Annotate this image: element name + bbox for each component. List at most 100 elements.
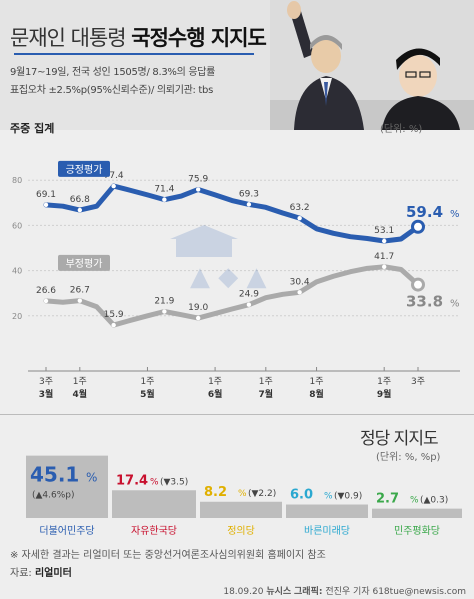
x-tick-month: 3월 [39, 388, 54, 400]
y-tick-label: 60 [12, 221, 22, 230]
party-value: 45.1 [30, 463, 79, 487]
data-label: 53.1 [374, 226, 394, 236]
negative-series-line [43, 264, 421, 328]
data-label: 66.8 [70, 195, 90, 205]
svg-text:▲ ◆ ▲: ▲ ◆ ▲ [190, 262, 267, 292]
percent-sign: % [410, 496, 419, 506]
line-chart-unit: (단위: %) [380, 124, 423, 135]
party-change: (▼2.2) [248, 489, 276, 499]
title-bold: 국정수행 지지도 [131, 26, 267, 50]
negative-legend-tag [58, 254, 110, 271]
data-point [111, 183, 116, 189]
survey-info: 9월17~19일, 전국 성인 1505명/ 8.3%의 응답률 표집오차 ±2… [10, 64, 215, 100]
party-name: 바른미래당 [304, 525, 350, 537]
source-label: 자료: [10, 568, 32, 579]
data-point [77, 207, 83, 213]
data-label: 30.4 [290, 277, 310, 287]
data-point [381, 238, 387, 244]
x-tick-week: 3주 [39, 376, 53, 387]
y-tick-label: 40 [12, 267, 22, 276]
party-change: (▼0.9) [334, 492, 362, 502]
party-bar [372, 508, 462, 518]
data-point [297, 290, 302, 295]
leaders-photo [270, 0, 474, 130]
x-tick-week: 1주 [259, 376, 273, 387]
data-label: 75.9 [188, 174, 208, 184]
credit: 18.09.20 뉴시스 그래픽: 전진우 기자 618tue@newsis.c… [223, 584, 466, 597]
legend-label: 부정평가 [66, 258, 103, 270]
title-underline [14, 53, 254, 55]
party-value: 17.4 [116, 473, 148, 488]
data-label: 63.2 [290, 203, 310, 213]
data-label: 41.7 [374, 252, 394, 262]
footnote: ※ 자세한 결과는 리얼미터 또는 중앙선거여론조사심의위원회 홈페이지 참조 [10, 550, 326, 561]
percent-sign: % [450, 299, 460, 310]
party-change: (▼3.5) [160, 477, 188, 487]
x-tick-month: 8월 [309, 388, 324, 400]
data-point [43, 298, 49, 304]
data-point [195, 315, 201, 321]
party-name: 자유한국당 [131, 525, 177, 537]
y-tick-label: 80 [12, 176, 22, 185]
percent-sign: % [238, 489, 247, 499]
percent-sign: % [324, 492, 333, 502]
data-point [111, 322, 116, 328]
data-label: 19.0 [188, 303, 208, 313]
credit-date: 18.09.20 [223, 587, 264, 597]
x-tick-week: 1주 [73, 376, 87, 387]
positive-series-line [43, 183, 421, 244]
positive-legend-tag [58, 160, 110, 177]
party-name: 정의당 [227, 525, 255, 537]
data-label: 24.9 [239, 290, 259, 300]
data-label: 21.9 [154, 297, 174, 307]
source-value: 리얼미터 [34, 568, 72, 579]
percent-sign: % [450, 209, 460, 220]
page-title: 문재인 대통령 국정수행 지지도 [10, 22, 267, 52]
party-bar [286, 504, 368, 518]
data-point [246, 302, 252, 307]
source: 자료: 리얼미터 [10, 564, 72, 579]
party-chart-title: 정당 지지도 [360, 429, 439, 449]
x-tick-month: 5월 [140, 388, 155, 400]
party-chart-unit: (단위: %, %p) [376, 452, 441, 463]
x-tick-week: 1주 [208, 376, 222, 387]
data-label: 77.4 [104, 171, 124, 181]
credit-graphic: 그래픽: [294, 587, 323, 597]
party-bar [200, 501, 282, 518]
x-tick-month: 9월 [377, 388, 392, 400]
x-tick-month: 4월 [73, 388, 88, 400]
x-tick-week: 1주 [310, 376, 324, 387]
x-tick-week: 3주 [411, 376, 425, 387]
data-point [162, 309, 167, 314]
data-point [246, 202, 252, 207]
data-label: 26.7 [70, 286, 90, 296]
party-value: 8.2 [204, 485, 227, 500]
party-name: 더불어민주당 [39, 525, 94, 537]
data-point [77, 298, 83, 303]
percent-sign: % [86, 471, 97, 485]
data-point [195, 187, 201, 192]
party-bar [112, 490, 196, 518]
last-value-label: 33.8 [406, 293, 443, 311]
credit-news: 뉴시스 [266, 587, 292, 597]
last-data-point [411, 219, 425, 234]
section-divider [0, 414, 474, 415]
x-tick-week: 1주 [377, 376, 391, 387]
line-chart-subtitle: 주중 집계 [10, 122, 55, 135]
percent-sign: % [150, 477, 159, 487]
data-point [43, 202, 49, 208]
party-change: (▲4.6%p) [32, 491, 75, 501]
data-label: 69.3 [239, 189, 259, 199]
approval-line-chart: 80 60 40 20 ▲ ◆ ▲ 69.1 66.8 77.4 71.4 75.9 69.3 6… [12, 160, 460, 400]
party-value: 2.7 [376, 492, 399, 507]
data-label: 26.6 [36, 286, 56, 296]
last-data-point [411, 277, 425, 292]
party-bar [26, 455, 108, 518]
party-value: 6.0 [290, 488, 313, 503]
x-tick-month: 7월 [259, 388, 274, 400]
party-name: 민주평화당 [394, 525, 440, 537]
data-label: 15.9 [104, 310, 124, 320]
x-tick-month: 6월 [208, 388, 223, 400]
legend-label: 긍정평가 [66, 164, 103, 176]
